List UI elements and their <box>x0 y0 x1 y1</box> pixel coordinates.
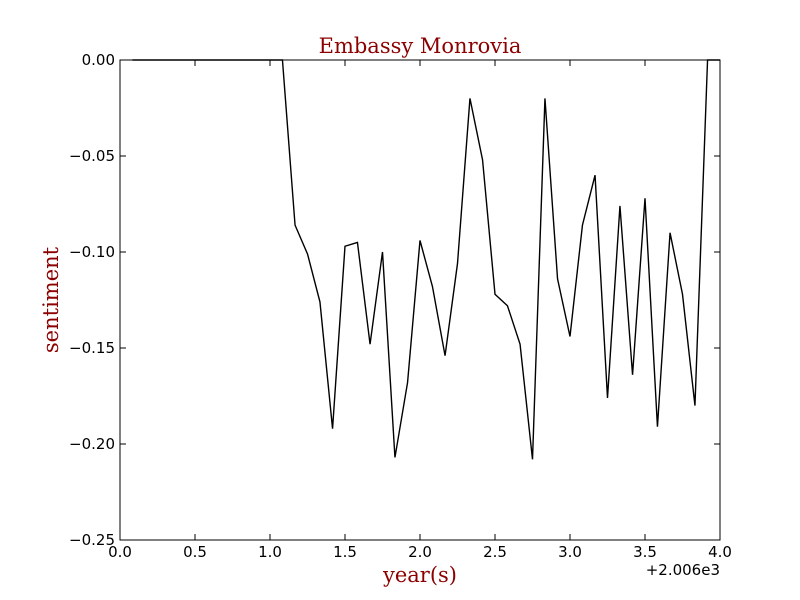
y-tick-label: 0.00 <box>82 51 115 69</box>
x-tick-label: 0.0 <box>108 543 132 561</box>
x-tick-label: 1.5 <box>333 543 357 561</box>
x-tick-label: 1.0 <box>258 543 282 561</box>
y-tick-label: −0.15 <box>69 339 115 357</box>
x-tick-label: 3.0 <box>558 543 582 561</box>
y-tick-label: −0.10 <box>69 243 115 261</box>
x-tick-label: 3.5 <box>633 543 657 561</box>
plot-frame <box>119 59 721 541</box>
x-tick-label: 4.0 <box>708 543 732 561</box>
series-line <box>132 59 720 460</box>
y-axis-label: sentiment <box>39 246 63 353</box>
y-tick-label: −0.05 <box>69 147 115 165</box>
y-tick-label: −0.20 <box>69 435 115 453</box>
x-tick-label: 0.5 <box>183 543 207 561</box>
x-axis-label: year(s) <box>382 563 457 587</box>
x-axis-offset-label: +2.006e3 <box>646 561 720 579</box>
y-axis-ticks: 0.00 −0.05 −0.10 −0.15 −0.20 −0.25 <box>69 51 720 549</box>
x-axis-ticks: 0.0 0.5 1.0 1.5 2.0 2.5 3.0 3.5 4.0 <box>108 60 732 561</box>
chart-title: Embassy Monrovia <box>319 34 522 58</box>
x-tick-label: 2.0 <box>408 543 432 561</box>
x-tick-label: 2.5 <box>483 543 507 561</box>
y-tick-label: −0.25 <box>69 531 115 549</box>
